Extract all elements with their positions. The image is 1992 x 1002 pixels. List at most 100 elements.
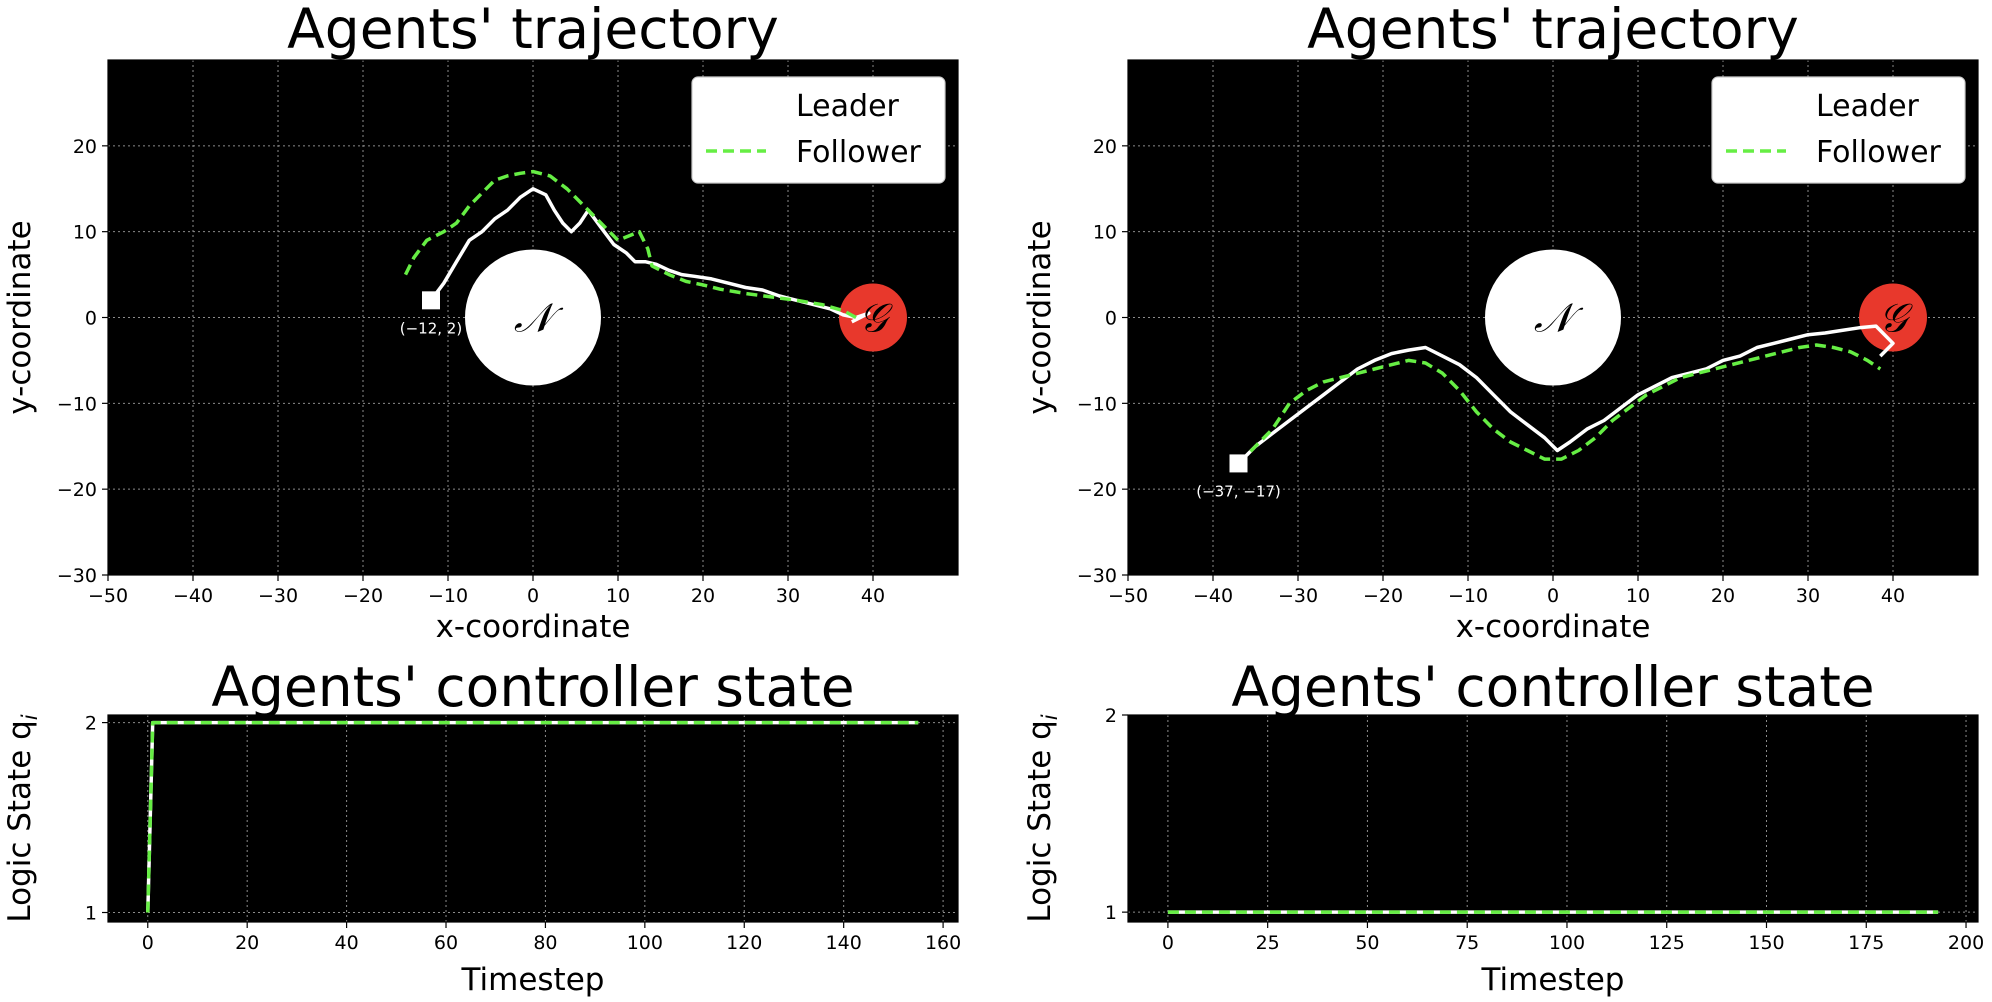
- x-tick-label: 120: [726, 932, 762, 954]
- x-tick-label: 0: [527, 585, 539, 607]
- y-axis-label-text: y-coordinate: [2, 220, 38, 414]
- legend-label-leader: Leader: [796, 89, 900, 124]
- x-tick-label: 60: [434, 932, 458, 954]
- y-tick-label: −10: [1077, 393, 1117, 415]
- y-tick-label: 10: [73, 222, 97, 244]
- y-axis-label-text: Logic State q: [1022, 720, 1058, 922]
- y-tick-label: 20: [73, 136, 97, 158]
- x-tick-label: −30: [1278, 585, 1318, 607]
- x-tick-label: 140: [826, 932, 862, 954]
- x-tick-label: −50: [1108, 585, 1148, 607]
- x-tick-label: −20: [1363, 585, 1403, 607]
- x-tick-label: 25: [1256, 932, 1280, 954]
- legend: Leader Follower: [691, 76, 946, 184]
- chart-panel-1: 𝒩 𝒢(−12, 2) −50 −40 −30 −20 −10 0 10 20 30 40 −30 −20…: [2, 0, 959, 645]
- x-tick-label: 75: [1455, 932, 1479, 954]
- x-tick-label: −40: [173, 585, 213, 607]
- start-label: (−37, −17): [1196, 482, 1281, 500]
- x-tick-label: 10: [606, 585, 630, 607]
- chart-panel-4: 0 25 50 75 100 125 150 175 200 1 2 Agents' controll…: [1022, 655, 1984, 998]
- x-tick-label: 40: [335, 932, 359, 954]
- axes-frame: [1127, 714, 1979, 923]
- chart-panel-2: 𝒩 𝒢(−37, −17) −50 −40 −30 −20 −10 0 10 20 30 40 −30 −…: [1022, 0, 1979, 645]
- x-axis-label: x-coordinate: [1456, 609, 1651, 645]
- plot-content: 𝒩 𝒢(−37, −17): [1196, 249, 1927, 500]
- y-axis-label: Logic State qi: [1022, 714, 1062, 922]
- plot-content: [146, 720, 919, 913]
- x-tick-label: 0: [1162, 932, 1174, 954]
- start-marker: [422, 291, 440, 310]
- legend: Leader Follower: [1711, 76, 1966, 184]
- y-tick-label: 2: [1105, 705, 1117, 727]
- x-tick-label: −40: [1193, 585, 1233, 607]
- x-tick-label: 0: [1547, 585, 1559, 607]
- y-tick-label: 0: [1105, 308, 1117, 330]
- x-tick-label: 20: [1711, 585, 1735, 607]
- x-tick-label: 0: [142, 932, 154, 954]
- x-tick-label: 20: [235, 932, 259, 954]
- x-axis-label: Timestep: [1481, 962, 1625, 998]
- x-tick-label: −30: [258, 585, 298, 607]
- x-tick-label: 100: [1549, 932, 1585, 954]
- plot-area: [1128, 715, 1978, 922]
- series-line-follower: [146, 720, 919, 913]
- y-tick-label: 1: [1105, 902, 1117, 924]
- x-tick-label: 150: [1748, 932, 1784, 954]
- x-tick-label: 40: [861, 585, 885, 607]
- chart-title: Agents' trajectory: [1307, 0, 1799, 61]
- chart-panel-3: 0 20 40 60 80 100 120 140 160 1 2 Agents' controlle…: [2, 655, 961, 998]
- x-tick-label: 200: [1948, 932, 1984, 954]
- x-tick-label: 50: [1355, 932, 1379, 954]
- y-tick-label: 1: [85, 903, 97, 925]
- x-tick-label: 175: [1848, 932, 1884, 954]
- obstacle-circle: [1485, 249, 1621, 386]
- obstacle-circle: [465, 249, 601, 386]
- goal-circle: [839, 283, 907, 352]
- start-marker: [1229, 454, 1248, 473]
- y-tick-label: −20: [57, 479, 97, 501]
- y-axis-label: Logic State qi: [2, 714, 42, 922]
- x-tick-label: −50: [88, 585, 128, 607]
- plot-content: 𝒩 𝒢(−12, 2): [400, 169, 907, 386]
- x-tick-label: 30: [776, 585, 800, 607]
- series-line-leader: [1237, 324, 1895, 465]
- y-tick-label: 0: [85, 308, 97, 330]
- x-tick-label: 20: [691, 585, 715, 607]
- y-tick-label: 10: [1093, 222, 1117, 244]
- y-tick-label: −10: [57, 393, 97, 415]
- chart-title: Agents' controller state: [211, 655, 854, 719]
- y-axis-label-text: Logic State q: [2, 720, 38, 922]
- y-tick-label: −30: [1077, 565, 1117, 587]
- chart-title: Agents' trajectory: [287, 0, 779, 61]
- x-tick-label: 125: [1649, 932, 1685, 954]
- chart-title: Agents' controller state: [1231, 655, 1874, 719]
- plot-area: [108, 715, 958, 922]
- x-tick-label: −20: [343, 585, 383, 607]
- y-axis-label-subscript: i: [18, 714, 42, 720]
- y-tick-label: −20: [1077, 479, 1117, 501]
- y-tick-label: −30: [57, 565, 97, 587]
- goal-circle: [1859, 283, 1927, 352]
- x-tick-label: 10: [1626, 585, 1650, 607]
- x-tick-label: 30: [1796, 585, 1820, 607]
- legend-label-leader: Leader: [1816, 89, 1920, 124]
- y-axis-label: y-coordinate: [2, 220, 38, 414]
- x-tick-label: −10: [428, 585, 468, 607]
- x-tick-label: 100: [627, 932, 663, 954]
- legend-label-follower: Follower: [1816, 135, 1942, 170]
- x-axis-label: x-coordinate: [436, 609, 631, 645]
- x-tick-label: 80: [533, 932, 557, 954]
- legend-label-follower: Follower: [796, 135, 922, 170]
- x-tick-label: 40: [1881, 585, 1905, 607]
- y-axis-label-subscript: i: [1038, 714, 1062, 720]
- series-line-follower: [403, 169, 857, 320]
- y-tick-label: 2: [85, 713, 97, 735]
- y-axis-label: y-coordinate: [1022, 220, 1058, 414]
- x-axis-label: Timestep: [461, 962, 605, 998]
- x-tick-label: −10: [1448, 585, 1488, 607]
- start-label: (−12, 2): [400, 319, 462, 337]
- x-tick-label: 160: [925, 932, 961, 954]
- series-line-follower: [1237, 343, 1882, 465]
- y-tick-label: 20: [1093, 136, 1117, 158]
